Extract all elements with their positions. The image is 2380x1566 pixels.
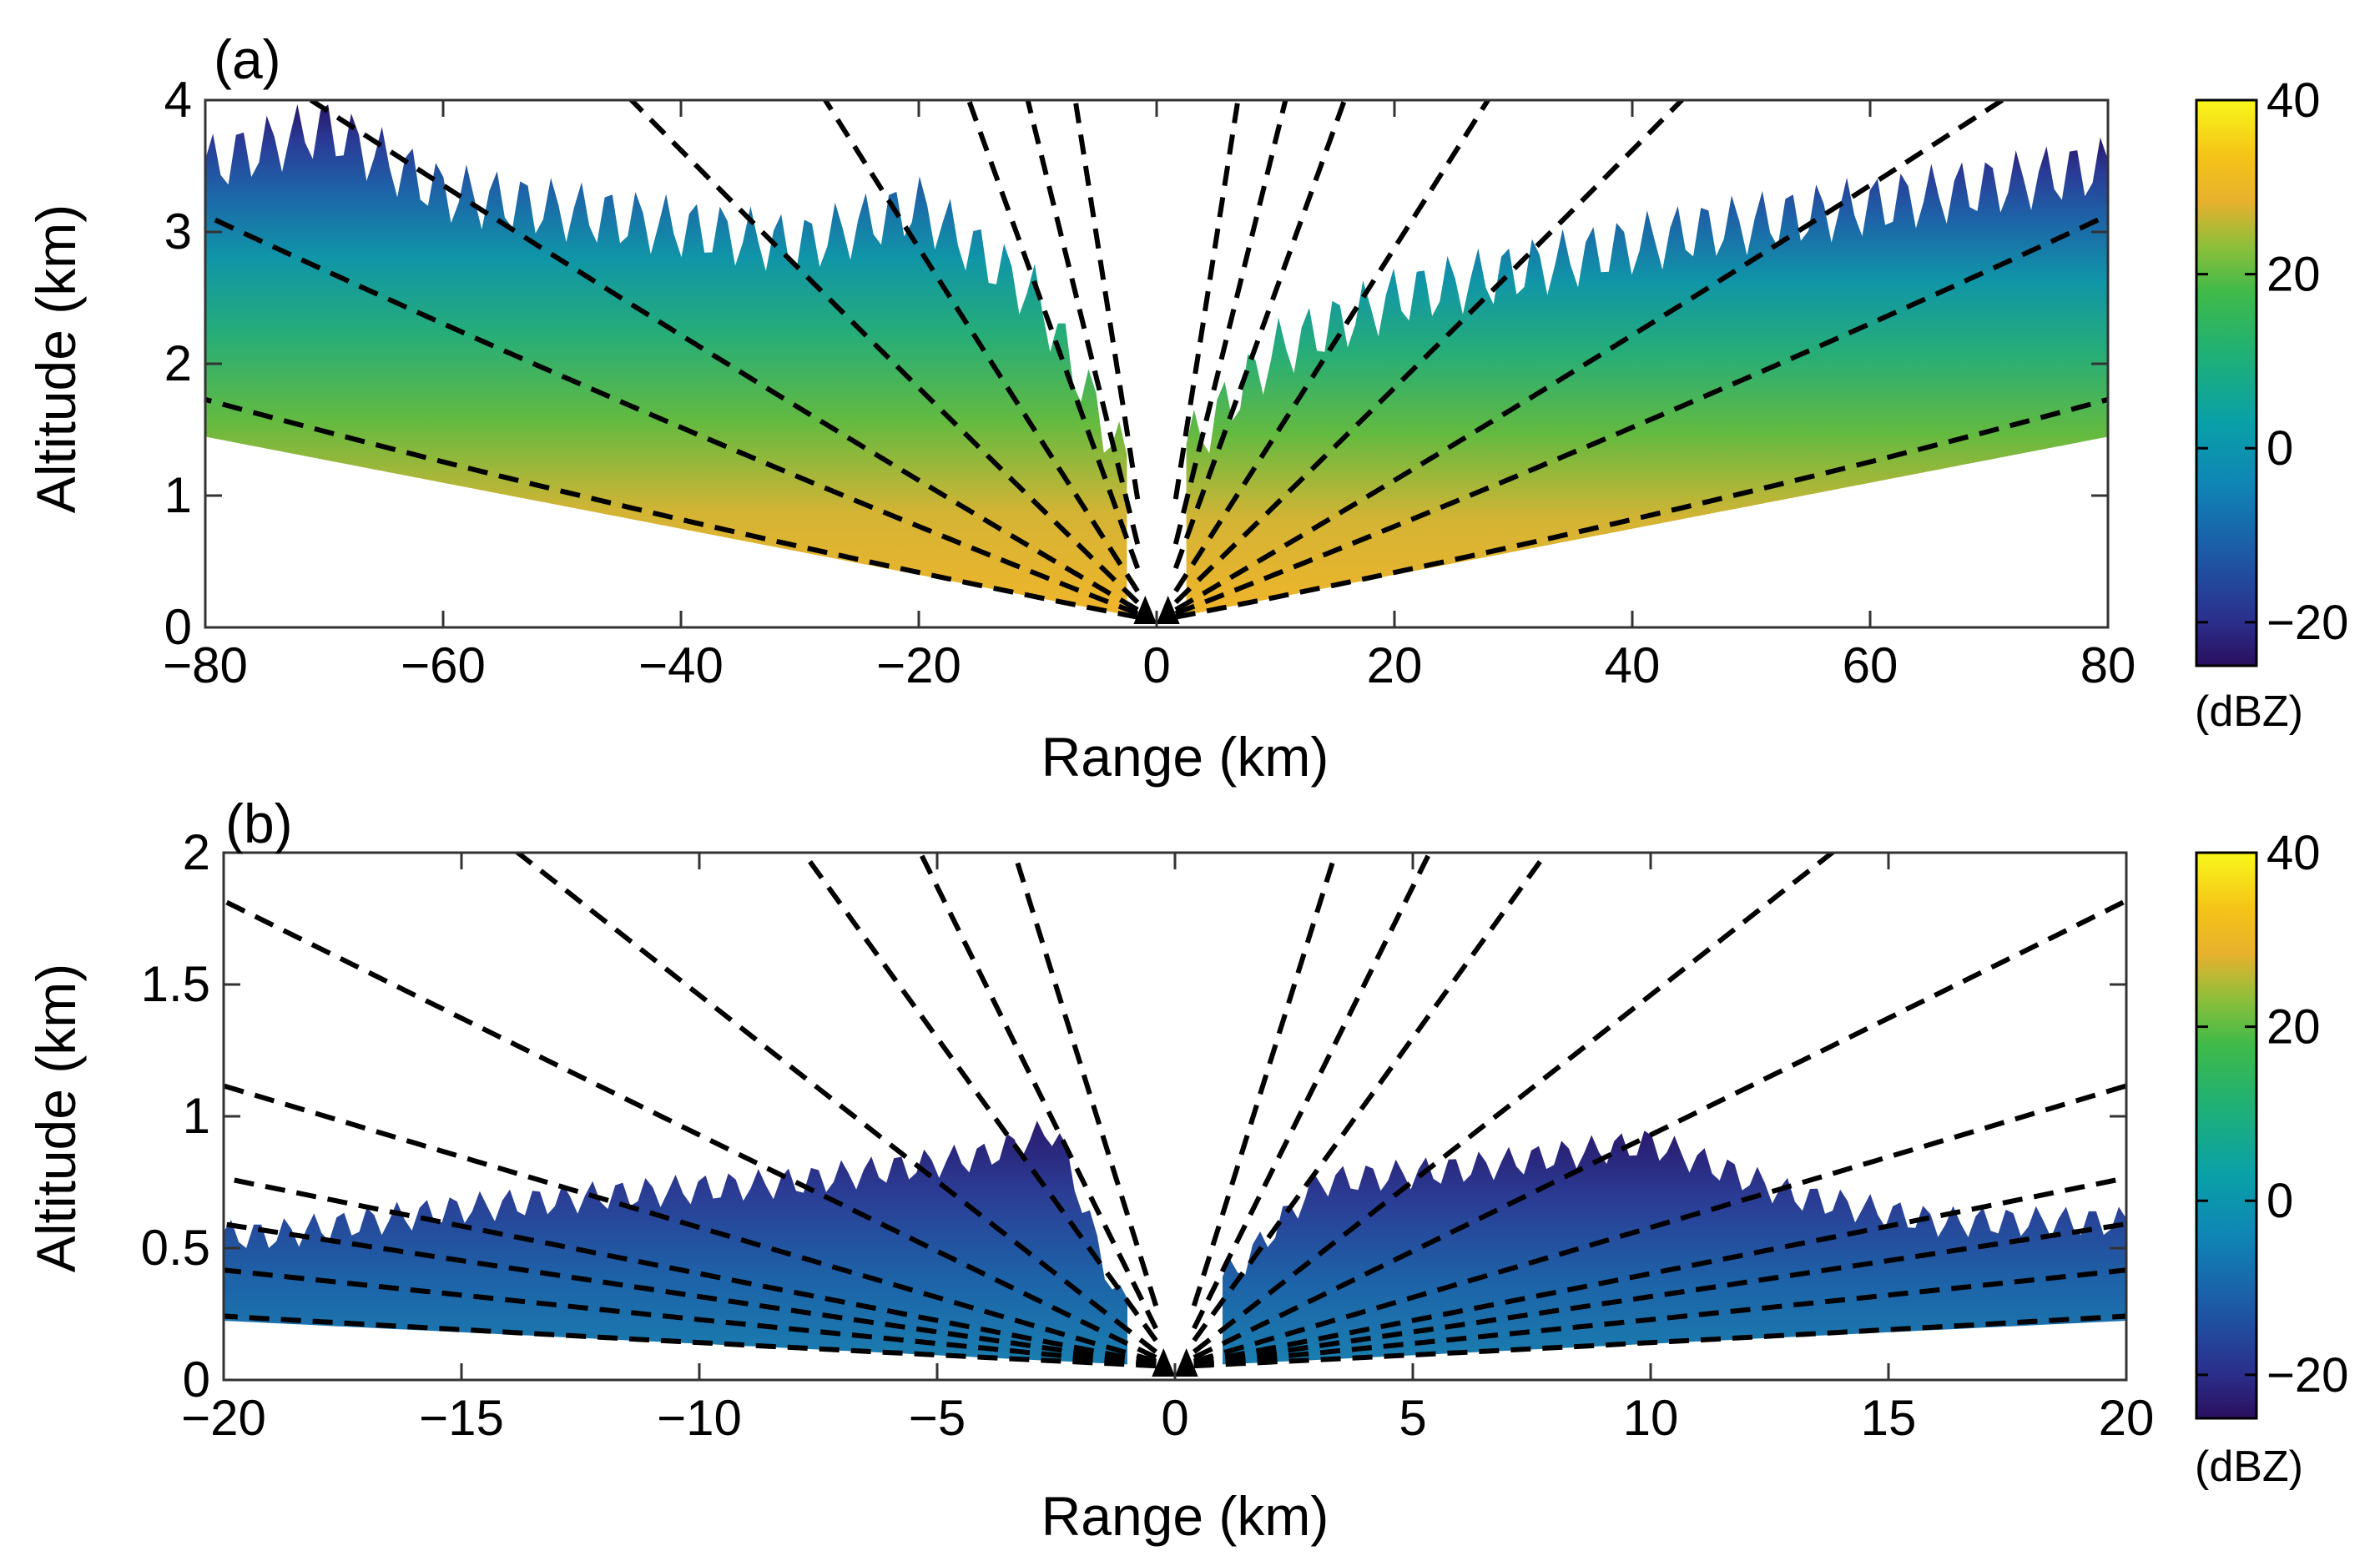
elevation-ray-1.5deg-right (1193, 1221, 2126, 1367)
echo-region-right (1223, 1130, 2126, 1365)
x-tick-label: 20 (1367, 637, 1423, 693)
elevation-ray-20deg-right (1192, 853, 1433, 1330)
x-tick-label: 10 (1623, 1390, 1679, 1446)
x-tick-label: −80 (163, 637, 248, 693)
panel-a-colorbar-scale (2195, 98, 2258, 667)
elevation-ray-8deg-right (1173, 100, 1491, 593)
x-tick-label: 0 (1161, 1390, 1188, 1446)
x-tick-label: −10 (657, 1390, 742, 1446)
x-tick-label: 60 (1843, 637, 1898, 693)
elevation-ray-5deg-left (628, 100, 1140, 605)
elevation-ray-1.5deg-left (224, 1221, 1157, 1367)
panel-b-label: (b) (225, 793, 293, 854)
panel-a-colorbar-ticks: 40 20 0 −20 (2196, 73, 2348, 650)
colorbar-tick-label: 40 (2267, 826, 2321, 880)
panel-a-ylabel: Altitude (km) (25, 204, 87, 513)
x-tick-label: −20 (876, 637, 961, 693)
elevation-ray-8deg-left (822, 100, 1140, 593)
panel-b-colorbar-ticks: 40 20 0 −20 (2196, 826, 2348, 1402)
y-tick-label: 1.5 (141, 956, 210, 1012)
colorbar-tick-label: 20 (2267, 248, 2321, 302)
colorbar-tick-label: 0 (2267, 1174, 2293, 1228)
panel-b-colorbar-unit: (dBZ) (2195, 1443, 2303, 1491)
panel-a: −80 −60 −40 −20 0 20 40 60 80 0 1 2 3 4 (a) Range (km… (25, 28, 2348, 788)
panel-a-xlabel: Range (km) (1041, 726, 1329, 788)
y-tick-label: 4 (164, 72, 192, 128)
x-tick-label: −60 (401, 637, 486, 693)
y-tick-label: 2 (164, 335, 192, 391)
panel-b-elevation-rays (224, 853, 2126, 1377)
elevation-ray-14deg-left (800, 853, 1158, 1342)
y-tick-label: 0 (183, 1352, 210, 1407)
radar-marker (1174, 1348, 1198, 1377)
y-tick-label: 3 (164, 204, 192, 259)
elevation-ray-20deg-left (917, 853, 1158, 1330)
elevation-ray-8deg-left (513, 853, 1158, 1354)
panel-a-elevation-rays (205, 100, 2108, 624)
elevation-ray-0.5deg-left (224, 1313, 1157, 1369)
x-tick-label: −5 (909, 1390, 966, 1446)
panel-b-axes: −20 −15 −10 −5 0 5 10 15 20 0 0.5 1 1.5 2 (141, 824, 2155, 1446)
panel-b-colorbar: 40 20 0 −20 (dBZ) (2195, 826, 2348, 1491)
colorbar-tick-label: −20 (2267, 596, 2348, 650)
panel-a-echo-field (205, 104, 2108, 616)
panel-b: −20 −15 −10 −5 0 5 10 15 20 0 0.5 1 1.5 2 (b) Range (… (25, 793, 2348, 1547)
x-tick-label: −15 (419, 1390, 504, 1446)
panel-a-label: (a) (214, 28, 281, 90)
elevation-ray-3deg-right (1193, 1083, 2126, 1364)
elevation-ray-2deg-left (205, 212, 1139, 617)
elevation-ray-1deg-right (1175, 396, 2108, 620)
y-tick-label: 1 (164, 467, 192, 523)
x-tick-label: 0 (1142, 637, 1170, 693)
elevation-ray-8deg-right (1192, 853, 1837, 1354)
x-tick-label: 40 (1605, 637, 1661, 693)
colorbar-tick-label: 40 (2267, 73, 2321, 128)
elevation-ray-14deg-right (1192, 853, 1550, 1342)
elevation-ray-3deg-left (306, 100, 1139, 612)
x-tick-label: −20 (181, 1390, 266, 1446)
x-tick-label: 20 (2099, 1390, 2155, 1446)
x-tick-label: 80 (2080, 637, 2136, 693)
y-tick-label: 1 (183, 1088, 210, 1144)
elevation-ray-0.5deg-right (1193, 1313, 2126, 1369)
elevation-ray-2deg-right (1193, 1175, 2126, 1366)
x-tick-label: 5 (1399, 1390, 1426, 1446)
elevation-ray-1deg-left (224, 1267, 1157, 1367)
y-tick-label: 2 (183, 824, 210, 880)
y-tick-label: 0.5 (141, 1220, 210, 1276)
elevation-ray-5deg-right (1193, 898, 2126, 1360)
elevation-ray-30deg-right (1191, 853, 1339, 1307)
elevation-ray-1deg-left (205, 396, 1138, 620)
elevation-ray-3deg-right (1174, 100, 2007, 612)
colorbar-tick-label: 0 (2267, 421, 2293, 476)
echo-region-left (224, 1120, 1127, 1365)
radar-marker (1156, 596, 1180, 624)
panel-a-colorbar-unit: (dBZ) (2195, 687, 2303, 736)
colorbar-tick-label: 20 (2267, 1000, 2321, 1055)
radar-marker (1152, 1348, 1176, 1377)
elevation-ray-2deg-right (1174, 212, 2108, 617)
elevation-ray-3deg-left (224, 1083, 1157, 1364)
echo-region-right (1186, 137, 2108, 616)
panel-a-axes: −80 −60 −40 −20 0 20 40 60 80 0 1 2 3 4 (163, 72, 2135, 693)
elevation-ray-5deg-left (224, 898, 1157, 1360)
y-tick-label: 0 (164, 599, 192, 655)
echo-region-left (205, 104, 1127, 616)
panel-b-ylabel: Altitude (km) (25, 964, 87, 1272)
radar-marker (1133, 596, 1157, 624)
x-tick-label: 15 (1861, 1390, 1917, 1446)
elevation-ray-5deg-right (1173, 100, 1686, 605)
colorbar-tick-label: −20 (2267, 1348, 2348, 1402)
x-tick-label: −40 (638, 637, 724, 693)
panel-b-echo-field (224, 1120, 2126, 1365)
panel-b-colorbar-scale (2195, 851, 2258, 1420)
elevation-ray-1deg-right (1193, 1267, 2126, 1367)
elevation-ray-2deg-left (224, 1175, 1157, 1366)
panel-b-xlabel: Range (km) (1041, 1485, 1329, 1547)
panel-a-colorbar: 40 20 0 −20 (dBZ) (2195, 73, 2348, 736)
